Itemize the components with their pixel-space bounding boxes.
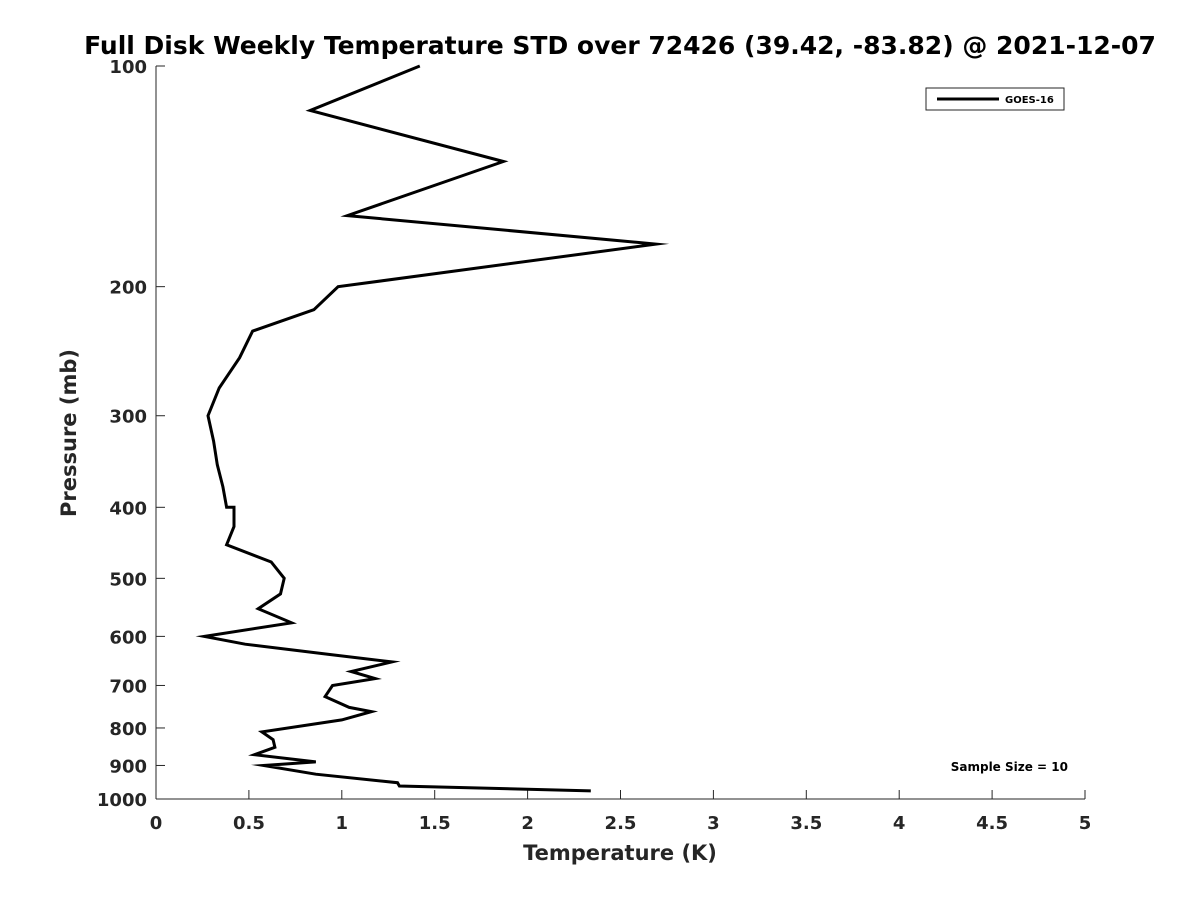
x-tick-label: 3.5 (790, 813, 822, 834)
x-tick-label: 1.5 (419, 813, 451, 834)
y-tick-label: 100 (109, 57, 147, 78)
y-tick-label: 600 (109, 627, 147, 648)
chart-title: Full Disk Weekly Temperature STD over 72… (84, 31, 1156, 60)
y-tick-label: 900 (109, 756, 147, 777)
y-tick-label: 1000 (97, 790, 147, 811)
y-tick-label: 700 (109, 676, 147, 697)
x-tick-label: 2.5 (605, 813, 637, 834)
plot-area (156, 66, 1085, 799)
legend: GOES-16 (925, 87, 1065, 111)
y-tick-label: 500 (109, 569, 147, 590)
plot-frame (155, 66, 1085, 800)
y-tick-label: 400 (109, 498, 147, 519)
x-tick-label: 3 (707, 813, 720, 834)
x-axis-label: Temperature (K) (523, 841, 717, 865)
x-axis-ticks: 0 0.5 1 1.5 2 2.5 3 3.5 4 4.5 5 (150, 790, 1092, 834)
x-tick-label: 0.5 (233, 813, 265, 834)
x-tick-label: 0 (150, 813, 163, 834)
series-line-goes-16 (195, 64, 670, 793)
y-tick-label: 200 (109, 278, 147, 299)
y-axis-label: Pressure (mb) (57, 349, 81, 517)
x-tick-label: 1 (336, 813, 349, 834)
legend-label-goes-16: GOES-16 (1005, 95, 1054, 106)
y-tick-label: 300 (109, 407, 147, 428)
x-tick-label: 5 (1079, 813, 1092, 834)
x-tick-label: 4.5 (976, 813, 1008, 834)
y-tick-label: 800 (109, 719, 147, 740)
y-axis-ticks: 100 200 300 400 500 600 700 800 900 1000 (97, 57, 165, 811)
x-tick-label: 4 (893, 813, 906, 834)
sample-size-annotation: Sample Size = 10 (951, 760, 1068, 774)
series-layer (195, 64, 670, 793)
x-tick-label: 2 (521, 813, 534, 834)
